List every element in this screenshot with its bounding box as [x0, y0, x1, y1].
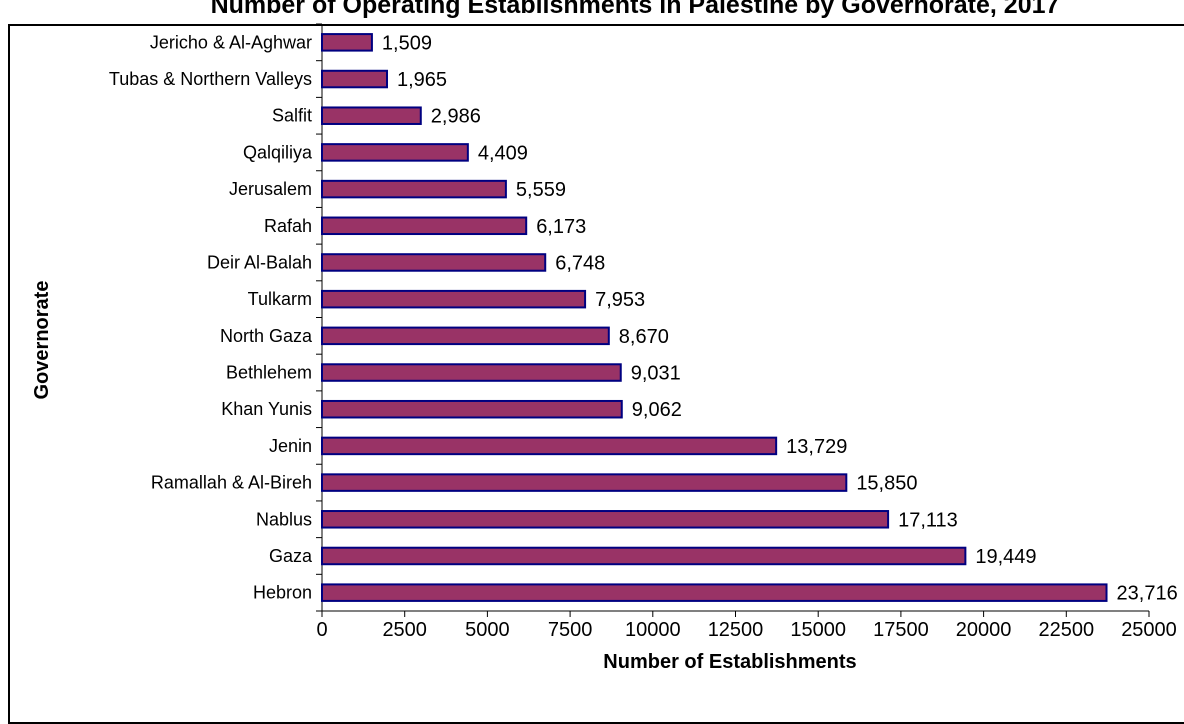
- x-axis: 0 2500 5000 7500 10000 12500 15000 17500 20000 22…: [316, 610, 1177, 641]
- x-tick-label: 22500: [1038, 619, 1094, 641]
- category-label: Qalqiliya: [243, 142, 313, 162]
- bar: [321, 143, 469, 162]
- x-axis-title: Number of Establishments: [603, 651, 856, 673]
- category-label: Gaza: [269, 546, 313, 566]
- category-label: North Gaza: [220, 326, 313, 346]
- x-tick-label: 25000: [1121, 619, 1177, 641]
- value-label: 2,986: [431, 106, 481, 128]
- x-tick-label: 12500: [708, 619, 764, 641]
- bar: [321, 546, 967, 566]
- x-tick-label: 17500: [873, 619, 929, 641]
- bar: [321, 399, 623, 419]
- value-label: 4,409: [478, 142, 528, 164]
- value-label: 13,729: [786, 436, 847, 458]
- bar: [321, 326, 610, 346]
- category-label: Nablus: [256, 509, 312, 529]
- value-label: 9,031: [631, 363, 681, 385]
- x-tick-label: 10000: [625, 619, 681, 641]
- chart-title: Number of Operating Establishments in Pa…: [210, 0, 1060, 19]
- category-label: Ramallah & Al-Bireh: [151, 473, 312, 493]
- value-label: 8,670: [619, 326, 669, 348]
- category-label: Jericho & Al-Aghwar: [150, 32, 312, 52]
- x-tick-label: 15000: [790, 619, 846, 641]
- bar-chart: 0 2500 5000 7500 10000 12500 15000 17500 20000 22…: [31, 23, 1178, 673]
- bar: [321, 33, 373, 52]
- value-label: 9,062: [632, 399, 682, 421]
- bar: [321, 253, 547, 272]
- bar: [321, 106, 422, 125]
- bar: [321, 289, 587, 309]
- value-label: 5,559: [516, 179, 566, 201]
- y-axis-title: Governorate: [31, 281, 53, 400]
- value-label: 17,113: [898, 509, 958, 531]
- category-label: Khan Yunis: [221, 399, 312, 419]
- value-label: 7,953: [595, 289, 645, 311]
- bar: [321, 436, 778, 456]
- category-label: Bethlehem: [226, 363, 312, 383]
- category-label: Jerusalem: [229, 179, 312, 199]
- value-label: 1,509: [382, 32, 432, 54]
- value-labels: 1,509 1,965 2,986 4,409 5,559 6,173 6,748 7,953…: [382, 32, 1178, 604]
- category-label: Salfit: [272, 106, 312, 126]
- bars: [321, 33, 1108, 602]
- category-label: Tulkarm: [248, 289, 312, 309]
- category-label: Tubas & Northern Valleys: [109, 69, 312, 89]
- category-labels: Jericho & Al-Aghwar Tubas & Northern Vall…: [109, 32, 313, 602]
- category-label: Jenin: [269, 436, 312, 456]
- value-label: 15,850: [856, 473, 917, 495]
- value-label: 23,716: [1117, 583, 1178, 605]
- category-label: Rafah: [264, 216, 312, 236]
- bar: [321, 583, 1108, 602]
- x-tick-label: 0: [316, 619, 327, 641]
- bar: [321, 510, 890, 529]
- x-tick-label: 2500: [382, 619, 427, 641]
- value-label: 6,173: [536, 216, 586, 238]
- category-label: Deir Al-Balah: [207, 252, 312, 272]
- category-label: Hebron: [253, 583, 312, 603]
- bar: [321, 179, 507, 199]
- value-label: 6,748: [555, 252, 605, 274]
- value-label: 19,449: [975, 546, 1036, 568]
- x-tick-label: 5000: [465, 619, 510, 641]
- bar: [321, 69, 389, 89]
- bar: [321, 216, 528, 236]
- value-label: 1,965: [397, 69, 447, 91]
- x-tick-label: 7500: [548, 619, 593, 641]
- bar: [321, 473, 848, 492]
- x-tick-label: 20000: [956, 619, 1012, 641]
- bar: [321, 363, 622, 382]
